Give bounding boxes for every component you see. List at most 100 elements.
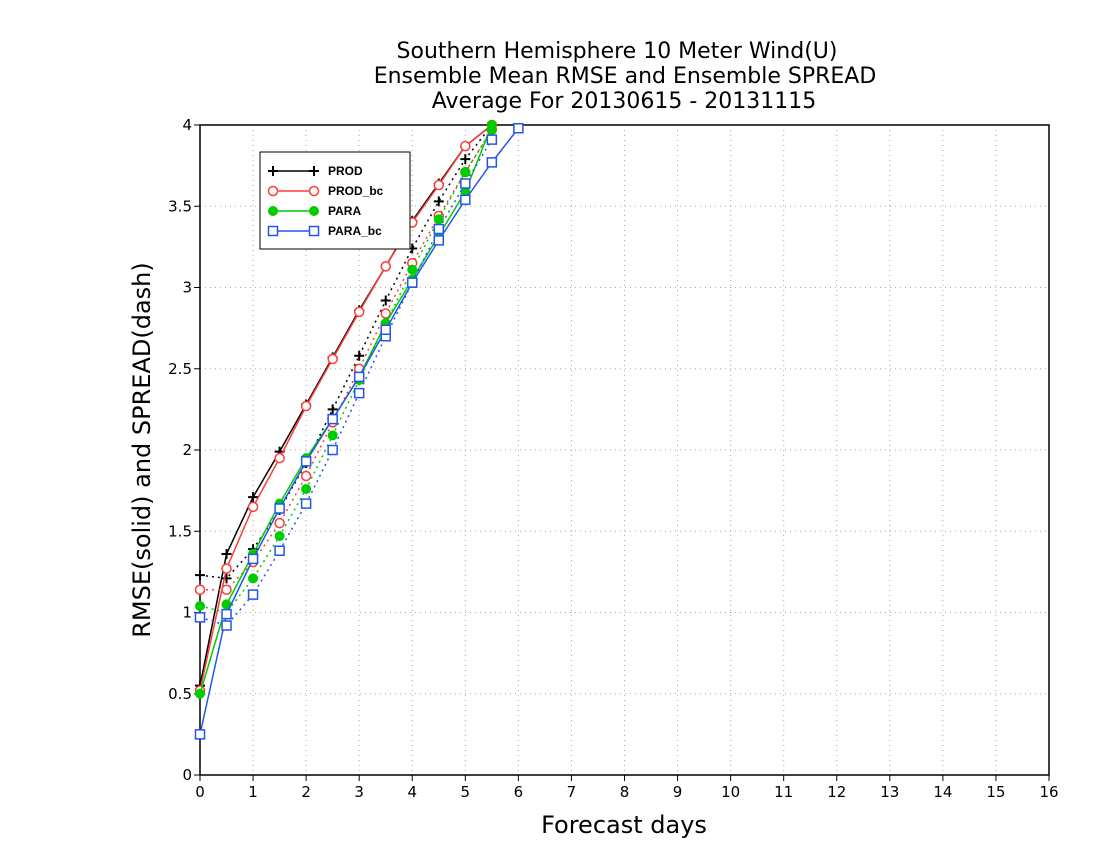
rmse-point-para-bc [274, 503, 285, 514]
rmse-point-prod-bc [460, 140, 471, 152]
spread-point-para-bc [353, 387, 365, 399]
spread-point-para [248, 573, 259, 584]
y-tick-label: 0 [182, 766, 192, 784]
legend-label: PROD [328, 164, 363, 178]
rmse-point-para-bc [221, 608, 232, 620]
chart-title-line-2: Ensemble Mean RMSE and Ensemble SPREAD [374, 64, 877, 89]
spread-point-para-bc [194, 612, 206, 623]
spread-point-prod-bc [274, 517, 285, 529]
spread-point-para-bc [274, 545, 285, 556]
legend-label: PARA [328, 204, 361, 218]
spread-point-para [460, 167, 471, 178]
x-tick-label: 11 [774, 783, 793, 801]
legend-marker [267, 185, 279, 197]
spread-point-prod-bc [194, 584, 206, 595]
rmse-point-para-bc [407, 277, 418, 288]
spread-point-prod [195, 570, 205, 581]
legend-item-para: PARA [268, 204, 361, 218]
y-tick-label: 0.5 [168, 685, 192, 703]
rmse-point-para-bc [380, 324, 391, 335]
spread-point-para [327, 430, 338, 441]
spread-point-prod [354, 350, 365, 361]
legend-item-prod: PROD [268, 164, 363, 178]
spread-point-para-bc [221, 620, 232, 631]
rmse-point-para [486, 120, 497, 130]
rmse-point-para-bc [327, 413, 338, 425]
spread-point-prod-bc [221, 584, 232, 595]
spread-line-prod [199, 124, 493, 580]
y-tick-label: 1 [182, 604, 192, 622]
spread-point-para-bc [486, 134, 498, 145]
spread-point-prod [327, 404, 338, 415]
legend-label: PARA_bc [328, 224, 382, 238]
chart-title-line-3: Average For 20130615 - 20131115 [432, 89, 817, 114]
y-tick-label: 2 [182, 441, 192, 459]
y-tick-label: 3 [182, 279, 192, 297]
x-tick-label: 16 [1039, 783, 1058, 801]
x-tick-label: 9 [673, 783, 683, 801]
spread-point-para-bc [460, 178, 471, 189]
spread-point-para-bc [433, 223, 445, 235]
y-axis-label: RMSE(solid) and SPREAD(dash) [128, 262, 156, 638]
legend-marker [268, 166, 278, 176]
axis-ticks: 0 1 2 3 4 5 6 7 8 9 10 11 12 13 14 15 1600.511.522.533.5… [168, 116, 1058, 801]
rmse-point-prod-bc [221, 563, 232, 574]
rmse-point-para [195, 688, 205, 699]
y-tick-label: 1.5 [168, 522, 192, 540]
spread-point-para-bc [247, 589, 259, 600]
legend-marker [308, 185, 320, 197]
x-tick-label: 7 [567, 783, 577, 801]
x-axis-label: Forecast days [541, 811, 707, 839]
legend-items: PROD PROD_bc PARA PARA_bc [267, 164, 384, 238]
legend-marker [268, 206, 278, 216]
x-tick-label: 5 [461, 783, 471, 801]
x-tick-label: 1 [248, 783, 258, 801]
rmse-point-prod-bc [380, 261, 391, 272]
rmse-point-para-bc [300, 456, 312, 467]
y-tick-label: 3.5 [168, 197, 192, 215]
rmse-point-para-bc [353, 371, 365, 383]
legend-box [259, 151, 411, 250]
spread-point-para-bc [300, 498, 312, 509]
rmse-point-para-bc [433, 235, 445, 246]
legend-item-prod-bc: PROD_bc [267, 184, 384, 198]
chart-title: Southern Hemisphere 10 Meter Wind(U) Ens… [374, 39, 877, 114]
spread-point-para-bc [327, 444, 338, 456]
grid [200, 125, 1049, 775]
rmse-point-prod-bc [247, 501, 259, 513]
x-tick-label: 0 [195, 783, 205, 801]
rmse-point-para-bc [460, 194, 471, 205]
rmse-point-para-bc [194, 729, 206, 740]
x-tick-label: 2 [301, 783, 311, 801]
y-tick-label: 2.5 [168, 360, 192, 378]
series-para-bc [194, 123, 524, 740]
legend-item-para-bc: PARA_bc [267, 224, 382, 238]
rmse-point-prod [248, 492, 259, 503]
legend-marker [309, 166, 319, 176]
x-tick-label: 8 [620, 783, 630, 801]
x-tick-label: 6 [514, 783, 524, 801]
legend: PROD PROD_bc PARA PARA_bc [259, 151, 411, 250]
spread-point-prod-bc [380, 308, 391, 319]
rmse-line-prod-bc [199, 124, 493, 691]
spread-point-para [407, 264, 418, 275]
legend-marker [308, 225, 320, 237]
rmse-point-prod-bc [327, 353, 338, 365]
data-series [194, 119, 524, 740]
x-tick-label: 14 [933, 783, 952, 801]
rmse-point-para-bc [513, 123, 524, 134]
rmse-point-para-bc [247, 553, 259, 565]
chart-title-line-1: Southern Hemisphere 10 Meter Wind(U) [397, 39, 838, 64]
x-tick-label: 3 [354, 783, 364, 801]
spread-point-para [274, 531, 285, 542]
x-tick-label: 4 [407, 783, 417, 801]
x-tick-label: 13 [880, 783, 899, 801]
x-tick-label: 12 [827, 783, 846, 801]
rmse-point-prod-bc [274, 452, 285, 464]
spread-point-prod [460, 154, 471, 165]
rmse-point-para-bc [486, 157, 498, 168]
rmse-point-prod-bc [353, 306, 365, 318]
rmse-point-prod-bc [433, 179, 445, 191]
spread-point-para [195, 601, 205, 611]
